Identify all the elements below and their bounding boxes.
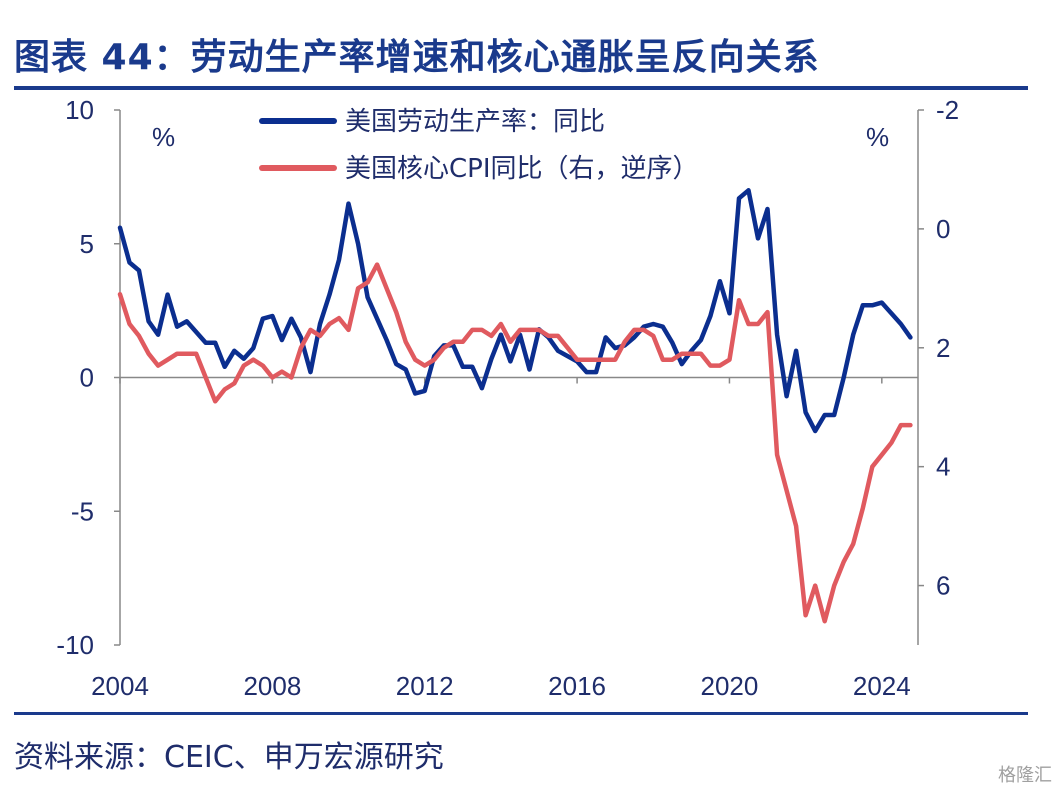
left-axis-tick-label: -5 (71, 496, 94, 526)
source-rule (14, 712, 1028, 715)
watermark-logo: 格隆汇 (998, 765, 1052, 786)
x-axis-tick-label: 2004 (91, 671, 149, 701)
x-axis-tick-label: 2012 (396, 671, 454, 701)
right-axis-tick-label: 6 (936, 571, 950, 601)
series-line-productivity (117, 188, 913, 434)
left-axis-unit: % (152, 122, 175, 152)
chart-axes: 10 5 0 -5 -10 -2 0 2 4 6 2004 2008 2012 2016 2020 2024 (56, 95, 959, 701)
source-note: 资料来源：CEIC、申万宏源研究 (14, 740, 444, 775)
left-axis-tick-label: 10 (65, 95, 94, 125)
title-underline (14, 86, 1028, 90)
x-axis-tick-label: 2008 (243, 671, 301, 701)
left-axis-tick-label: 0 (80, 363, 94, 393)
chart-title: 图表 44：劳动生产率增速和核心通胀呈反向关系 (14, 37, 820, 78)
right-axis-tick-label: 2 (936, 333, 950, 363)
right-axis-tick-label: 4 (936, 452, 950, 482)
left-axis-tick-label: -10 (56, 630, 94, 660)
legend-label: 美国核心CPI同比（右，逆序） (345, 154, 699, 184)
right-axis-tick-label: -2 (936, 95, 959, 125)
series-line-core-cpi (117, 262, 913, 624)
right-axis-tick-label: 0 (936, 214, 950, 244)
chart-series (117, 188, 913, 624)
x-axis-tick-label: 2024 (853, 671, 911, 701)
legend-label: 美国劳动生产率：同比 (345, 107, 605, 137)
x-axis-tick-label: 2020 (701, 671, 759, 701)
x-axis-tick-label: 2016 (548, 671, 606, 701)
right-axis-unit: % (866, 122, 889, 152)
left-axis-tick-label: 5 (80, 229, 94, 259)
